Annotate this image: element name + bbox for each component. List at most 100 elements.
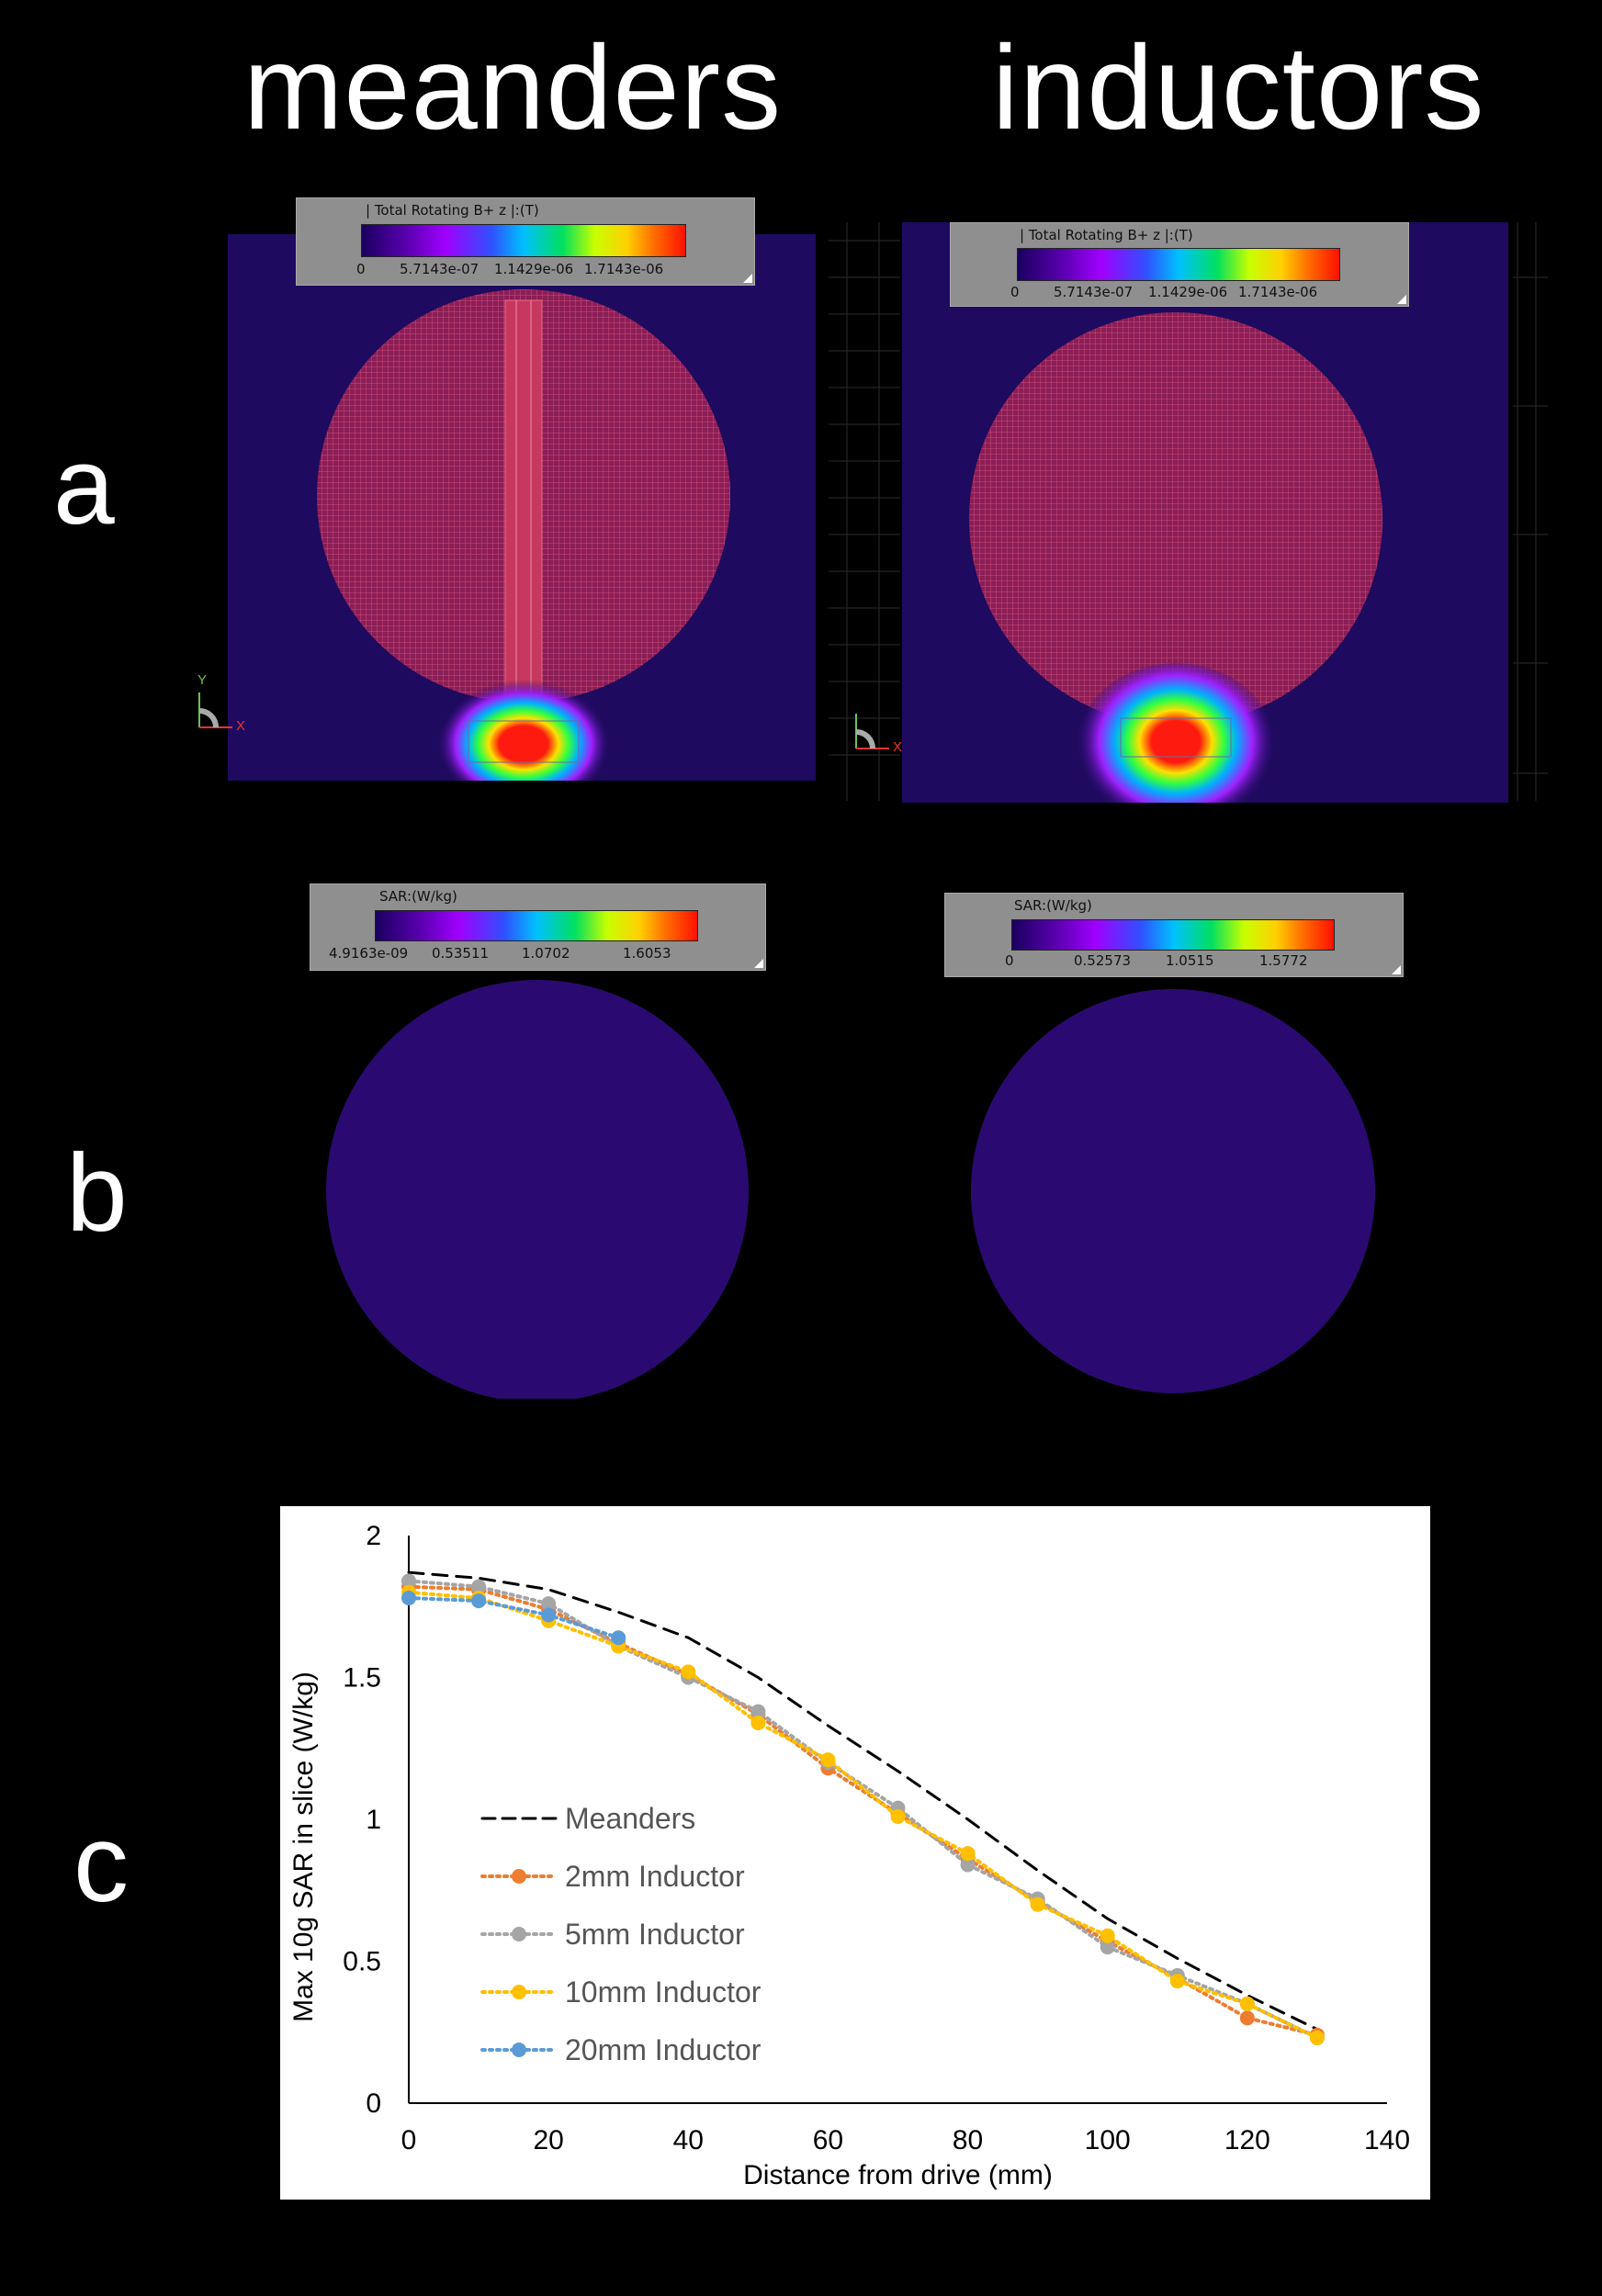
data-point	[960, 1857, 976, 1873]
series-line-2	[407, 1579, 1319, 2040]
data-point	[1239, 1996, 1255, 2011]
data-point	[820, 1752, 836, 1768]
resize-grip-icon	[1397, 295, 1406, 304]
row-label-a: a	[53, 424, 115, 547]
axis-triad-right: X	[845, 693, 903, 758]
legend-tick: 0	[1010, 284, 1020, 300]
legend-tick: 0	[356, 261, 366, 277]
panel-b-meanders-sar-map	[322, 978, 753, 1401]
y-axis-title: Max 10g SAR in slice (W/kg)	[288, 1671, 319, 2022]
y-tick-label: 1	[366, 1805, 381, 1835]
legend-tick: 1.0515	[1166, 952, 1214, 969]
sar-vs-distance-chart: 0 20 40 60 80 100 120 140 0 0.5 1 1.5 2 Distance from…	[288, 1521, 1410, 2190]
panel-c-chart: 0 20 40 60 80 100 120 140 0 0.5 1 1.5 2 Distance from…	[280, 1506, 1430, 2200]
sar-hotspot	[479, 1370, 596, 1399]
column-title-inductors: inductors	[992, 20, 1485, 154]
data-point	[960, 1846, 976, 1862]
x-tick-label: 60	[813, 2125, 843, 2155]
data-point	[681, 1664, 696, 1680]
axis-x-label: X	[893, 739, 903, 755]
x-tick-label: 80	[953, 2125, 983, 2155]
colorbar-legend-sar-meanders: SAR:(W/kg) 4.9163e-09 0.53511 1.0702 1.6…	[310, 884, 766, 971]
field-hotspot	[436, 680, 611, 808]
legend-swatch-marker	[512, 1985, 526, 1999]
legend-label: 10mm Inductor	[565, 1975, 762, 2009]
colorbar-legend-sar-inductors: SAR:(W/kg) 0 0.52573 1.0515 1.5772	[944, 893, 1404, 977]
resize-grip-icon	[1392, 965, 1401, 974]
legend-tick: 1.5772	[1259, 952, 1308, 969]
legend-label: Meanders	[565, 1802, 695, 1835]
x-tick-label: 140	[1364, 2125, 1410, 2155]
data-point	[1030, 1896, 1045, 1912]
colorbar	[375, 910, 698, 941]
axis-x-label: X	[236, 718, 246, 734]
x-tick-label: 100	[1085, 2125, 1131, 2155]
legend-title: SAR:(W/kg)	[1014, 897, 1092, 914]
sar-hotspot	[1114, 1366, 1232, 1394]
colorbar-legend-b1-inductors: | Total Rotating B+ z |:(T) 0 5.7143e-07…	[950, 222, 1409, 307]
legend-label: 20mm Inductor	[565, 2033, 762, 2066]
colorbar	[1011, 919, 1335, 951]
legend-tick: 1.6053	[623, 945, 671, 962]
data-point	[471, 1593, 487, 1609]
data-point	[750, 1715, 766, 1730]
legend-tick: 1.1429e-06	[494, 261, 574, 277]
data-point	[541, 1607, 557, 1623]
field-hotspot	[1075, 663, 1277, 838]
y-tick-label: 0.5	[343, 1947, 381, 1977]
sar-phantom	[971, 989, 1375, 1393]
colorbar-legend-b1-meanders: | Total Rotating B+ z |:(T) 0 5.7143e-07…	[296, 197, 755, 286]
resize-grip-icon	[754, 959, 763, 968]
column-title-meanders: meanders	[243, 20, 783, 154]
colorbar	[1017, 248, 1340, 281]
legend-title: | Total Rotating B+ z |:(T)	[366, 202, 539, 219]
legend-tick: 1.7143e-06	[584, 261, 664, 277]
resize-grip-icon	[743, 274, 752, 283]
legend-swatch-marker	[512, 1927, 526, 1941]
legend-swatch-marker	[512, 2043, 526, 2057]
y-tick-label: 0	[366, 2088, 381, 2119]
data-point	[541, 1596, 557, 1612]
axis-triad-left: Y X	[188, 672, 246, 737]
axis-y-label: Y	[197, 672, 208, 688]
panel-a-inductors-field	[902, 222, 1508, 838]
drive-box	[1120, 717, 1232, 758]
sar-phantom	[326, 980, 749, 1399]
data-point	[611, 1630, 626, 1646]
y-tick-label: 1.5	[343, 1663, 381, 1694]
x-tick-label: 20	[533, 2125, 563, 2155]
legend-label: 5mm Inductor	[565, 1918, 745, 1951]
y-tick-label: 2	[366, 1521, 381, 1551]
row-label-c: c	[73, 1802, 129, 1925]
series-line-1	[407, 1584, 1319, 2037]
x-tick-label: 120	[1224, 2125, 1270, 2155]
data-point	[750, 1704, 766, 1719]
legend-title: SAR:(W/kg)	[379, 888, 457, 905]
data-point	[1100, 1928, 1115, 1943]
x-tick-label: 40	[673, 2125, 704, 2155]
series-line-3	[407, 1590, 1319, 2040]
meander-strip	[504, 299, 543, 742]
legend-title: | Total Rotating B+ z |:(T)	[1020, 227, 1193, 243]
row-label-b: b	[66, 1131, 128, 1255]
data-point	[401, 1573, 416, 1589]
panel-a-inductors-gridlines	[829, 222, 1548, 801]
legend-tick: 5.7143e-07	[1054, 284, 1134, 300]
data-point	[471, 1579, 487, 1594]
data-point	[1100, 1940, 1115, 1955]
colorbar	[361, 224, 686, 257]
legend-tick: 4.9163e-09	[329, 945, 409, 962]
data-point	[1239, 2010, 1255, 2026]
x-axis-title: Distance from drive (mm)	[743, 2160, 1053, 2190]
panel-a-meanders-field	[228, 234, 816, 808]
legend-label: 2mm Inductor	[565, 1860, 745, 1893]
phantom-mesh	[969, 312, 1382, 726]
legend-tick: 1.0702	[522, 945, 570, 962]
data-point	[401, 1590, 416, 1605]
legend-swatch-marker	[512, 1869, 526, 1884]
data-point	[1309, 2030, 1325, 2045]
series-line-4	[407, 1595, 621, 1640]
legend-tick: 0.53511	[432, 945, 490, 962]
data-point	[890, 1808, 906, 1824]
legend-tick: 0	[1005, 952, 1014, 969]
